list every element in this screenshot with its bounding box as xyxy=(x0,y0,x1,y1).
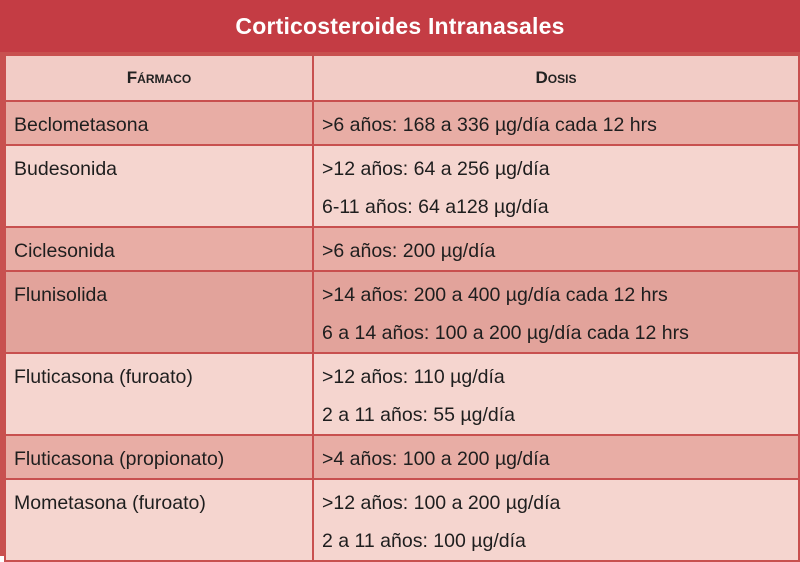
drug-name: Beclometasona xyxy=(14,114,149,136)
table-row: Mometasona (furoato) >12 años: 100 a 200… xyxy=(4,478,800,562)
header-row: Fármaco Dosis xyxy=(4,54,800,102)
dose-line: 2 a 11 años: 55 µg/día xyxy=(322,404,516,426)
drug-cell: Fluticasona (furoato) xyxy=(4,352,314,436)
drug-name: Mometasona (furoato) xyxy=(14,492,206,514)
dose-line: >6 años: 168 a 336 µg/día cada 12 hrs xyxy=(322,114,657,136)
dose-cell: >12 años: 110 µg/día 2 a 11 años: 55 µg/… xyxy=(312,352,800,436)
table-row: Beclometasona >6 años: 168 a 336 µg/día … xyxy=(4,100,800,146)
corticosteroid-table: Fármaco Dosis Beclometasona >6 años: 168… xyxy=(4,54,800,562)
dose-line: >12 años: 110 µg/día xyxy=(322,366,505,388)
drug-name: Budesonida xyxy=(14,158,118,180)
drug-name: Fluticasona (propionato) xyxy=(14,448,225,470)
table-title: Corticosteroides Intranasales xyxy=(0,0,800,52)
table-row: Flunisolida >14 años: 200 a 400 µg/día c… xyxy=(4,270,800,354)
drug-cell: Ciclesonida xyxy=(4,226,314,272)
header-dose: Dosis xyxy=(312,54,800,102)
drug-name: Fluticasona (furoato) xyxy=(14,366,193,388)
dose-line: 6 a 14 años: 100 a 200 µg/día cada 12 hr… xyxy=(322,322,689,344)
drug-cell: Beclometasona xyxy=(4,100,314,146)
dose-cell: >6 años: 168 a 336 µg/día cada 12 hrs xyxy=(312,100,800,146)
drug-cell: Fluticasona (propionato) xyxy=(4,434,314,480)
table-row: Budesonida >12 años: 64 a 256 µg/día 6-1… xyxy=(4,144,800,228)
dose-line: >4 años: 100 a 200 µg/día xyxy=(322,448,550,470)
dose-line: >12 años: 100 a 200 µg/día xyxy=(322,492,561,514)
dose-cell: >14 años: 200 a 400 µg/día cada 12 hrs 6… xyxy=(312,270,800,354)
table-row: Fluticasona (propionato) >4 años: 100 a … xyxy=(4,434,800,480)
dose-cell: >6 años: 200 µg/día xyxy=(312,226,800,272)
dose-line: >12 años: 64 a 256 µg/día xyxy=(322,158,550,180)
dose-line: 6-11 años: 64 a128 µg/día xyxy=(322,196,549,218)
dose-cell: >4 años: 100 a 200 µg/día xyxy=(312,434,800,480)
drug-name: Ciclesonida xyxy=(14,240,115,262)
dose-cell: >12 años: 100 a 200 µg/día 2 a 11 años: … xyxy=(312,478,800,562)
drug-cell: Mometasona (furoato) xyxy=(4,478,314,562)
dose-cell: >12 años: 64 a 256 µg/día 6-11 años: 64 … xyxy=(312,144,800,228)
drug-cell: Budesonida xyxy=(4,144,314,228)
dose-line: 2 a 11 años: 100 µg/día xyxy=(322,530,526,552)
header-drug: Fármaco xyxy=(4,54,314,102)
table-row: Fluticasona (furoato) >12 años: 110 µg/d… xyxy=(4,352,800,436)
drug-cell: Flunisolida xyxy=(4,270,314,354)
dose-line: >14 años: 200 a 400 µg/día cada 12 hrs xyxy=(322,284,668,306)
dose-line: >6 años: 200 µg/día xyxy=(322,240,496,262)
table-row: Ciclesonida >6 años: 200 µg/día xyxy=(4,226,800,272)
drug-name: Flunisolida xyxy=(14,284,108,306)
